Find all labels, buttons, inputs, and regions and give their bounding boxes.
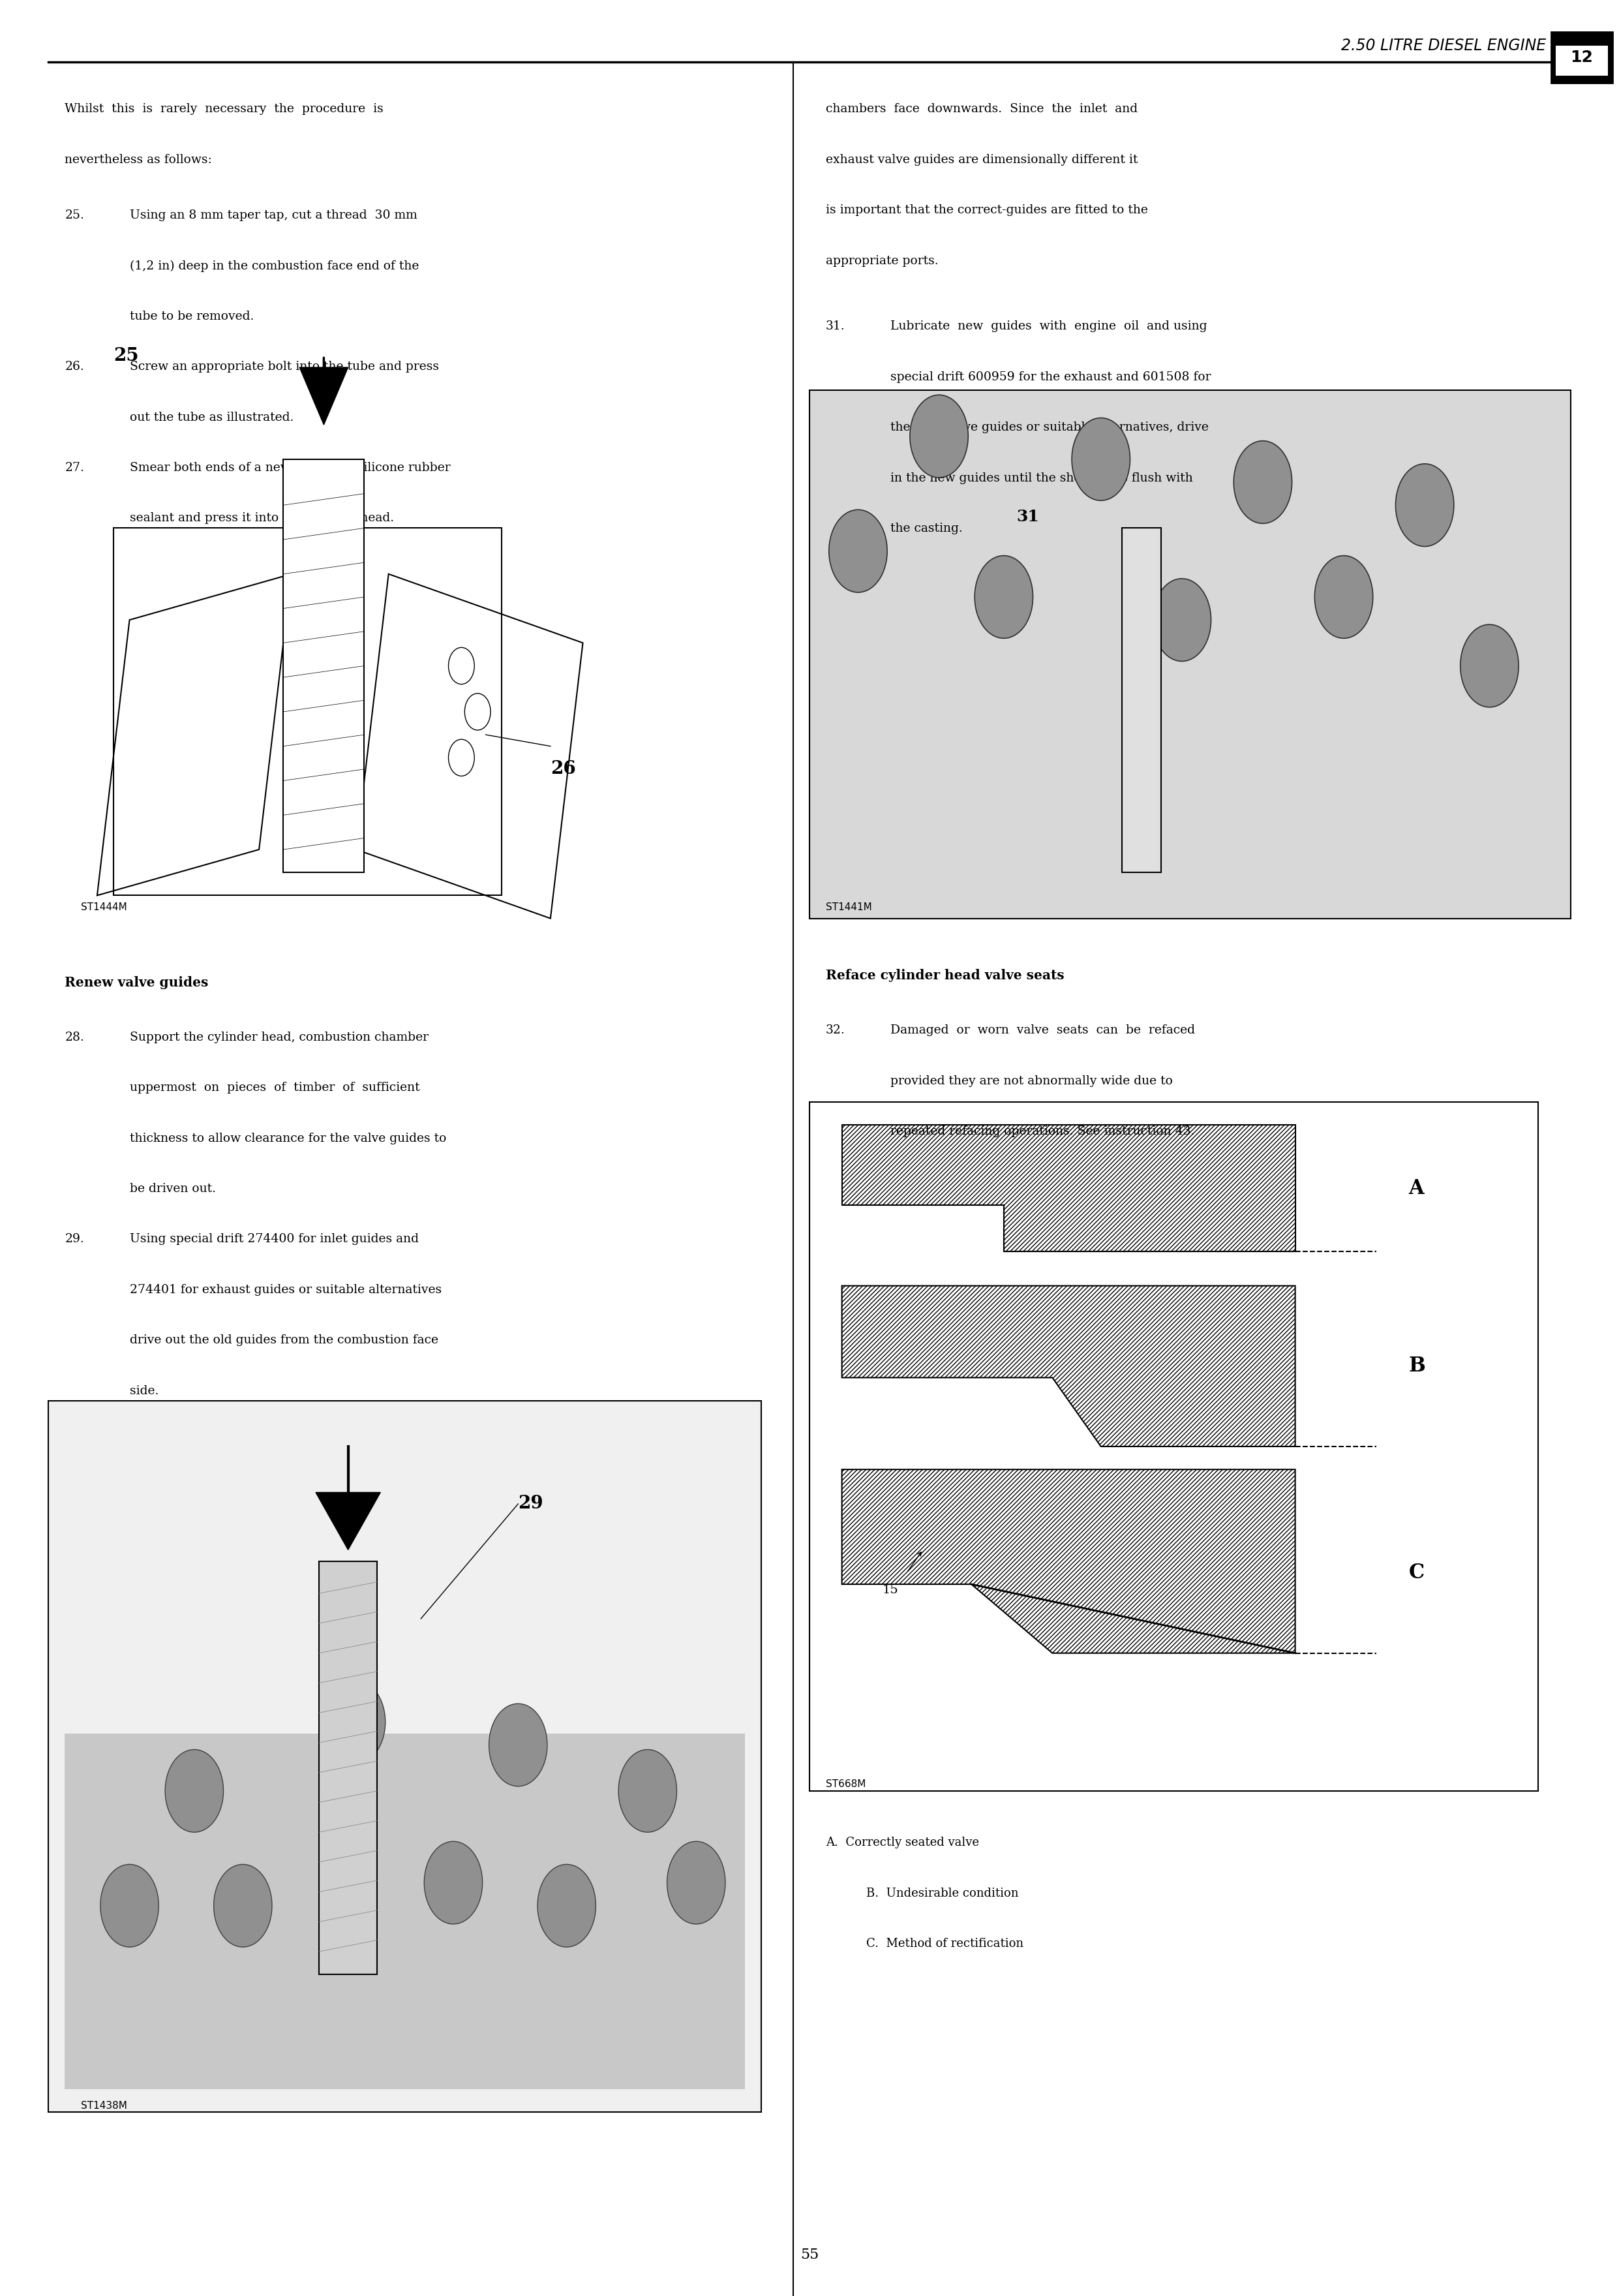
Bar: [810, 1102, 1538, 1791]
Text: uppermost  on  pieces  of  timber  of  sufficient: uppermost on pieces of timber of suffici…: [130, 1081, 419, 1093]
Text: out the tube as illustrated.: out the tube as illustrated.: [130, 411, 293, 422]
Circle shape: [489, 1704, 547, 1786]
Bar: [1122, 528, 1161, 872]
Text: Using an 8 mm taper tap, cut a thread  30 mm: Using an 8 mm taper tap, cut a thread 30…: [130, 209, 418, 220]
Bar: [49, 1401, 761, 2112]
Text: B.  Undesirable condition: B. Undesirable condition: [866, 1887, 1018, 1899]
Text: ST1438M: ST1438M: [81, 2101, 128, 2110]
Text: 25: 25: [113, 347, 139, 365]
Circle shape: [1396, 464, 1454, 546]
Text: 55: 55: [800, 2248, 819, 2262]
Circle shape: [1234, 441, 1292, 523]
Text: ST1444M: ST1444M: [81, 902, 128, 912]
Circle shape: [1072, 418, 1130, 501]
Text: 15: 15: [882, 1584, 899, 1596]
Text: be driven out.: be driven out.: [130, 1182, 215, 1194]
Text: 29: 29: [518, 1495, 544, 1513]
Bar: [319, 1561, 377, 1975]
Text: exhaust valve guides are dimensionally different it: exhaust valve guides are dimensionally d…: [826, 154, 1138, 165]
Circle shape: [667, 1841, 725, 1924]
Circle shape: [1460, 625, 1519, 707]
Polygon shape: [300, 367, 348, 425]
Circle shape: [465, 693, 491, 730]
Circle shape: [214, 1864, 272, 1947]
FancyBboxPatch shape: [1556, 46, 1608, 76]
Text: Renew valve guides: Renew valve guides: [65, 976, 209, 990]
Text: 26: 26: [550, 760, 576, 778]
Circle shape: [829, 510, 887, 592]
Circle shape: [448, 647, 474, 684]
Text: the casting.: the casting.: [890, 523, 963, 535]
FancyBboxPatch shape: [1551, 32, 1613, 83]
Text: B: B: [1409, 1357, 1425, 1375]
Text: Using special drift 274400 for inlet guides and: Using special drift 274400 for inlet gui…: [130, 1233, 418, 1244]
Text: in the new guides until the shoulder is flush with: in the new guides until the shoulder is …: [890, 473, 1193, 484]
Text: side.: side.: [130, 1384, 159, 1396]
Text: nevertheless as follows:: nevertheless as follows:: [65, 154, 212, 165]
Text: appropriate ports.: appropriate ports.: [826, 255, 939, 266]
Text: (1,2 in) deep in the combustion face end of the: (1,2 in) deep in the combustion face end…: [130, 259, 419, 271]
Text: A.  Correctly seated valve: A. Correctly seated valve: [826, 1837, 979, 1848]
Text: 28.: 28.: [65, 1031, 84, 1042]
Text: C: C: [1409, 1564, 1425, 1582]
Text: 12: 12: [1570, 51, 1593, 64]
Text: 32.: 32.: [826, 1024, 845, 1035]
Text: sealant and press it into the cylinder head.: sealant and press it into the cylinder h…: [130, 512, 393, 523]
Text: 31: 31: [1017, 510, 1039, 523]
Text: Reface cylinder head valve seats: Reface cylinder head valve seats: [826, 969, 1064, 983]
Text: thickness to allow clearance for the valve guides to: thickness to allow clearance for the val…: [130, 1132, 447, 1143]
Text: repeated refacing operations. See instruction 43.: repeated refacing operations. See instru…: [890, 1125, 1195, 1137]
Circle shape: [1153, 579, 1211, 661]
Bar: [113, 528, 502, 895]
Text: special drift 600959 for the exhaust and 601508 for: special drift 600959 for the exhaust and…: [890, 372, 1211, 383]
Circle shape: [1315, 556, 1373, 638]
Text: C.  Method of rectification: C. Method of rectification: [866, 1938, 1023, 1949]
Circle shape: [165, 1750, 223, 1832]
Text: Smear both ends of a new tube with silicone rubber: Smear both ends of a new tube with silic…: [130, 461, 450, 473]
Text: drive out the old guides from the combustion face: drive out the old guides from the combus…: [130, 1334, 439, 1345]
Text: provided they are not abnormally wide due to: provided they are not abnormally wide du…: [890, 1075, 1172, 1086]
Circle shape: [975, 556, 1033, 638]
Bar: [810, 390, 1570, 918]
Circle shape: [538, 1864, 596, 1947]
Text: the inlet valve guides or suitable alternatives, drive: the inlet valve guides or suitable alter…: [890, 422, 1209, 434]
Text: Whilst  this  is  rarely  necessary  the  procedure  is: Whilst this is rarely necessary the proc…: [65, 103, 384, 115]
Text: 274401 for exhaust guides or suitable alternatives: 274401 for exhaust guides or suitable al…: [130, 1283, 442, 1295]
Text: chambers  face  downwards.  Since  the  inlet  and: chambers face downwards. Since the inlet…: [826, 103, 1138, 115]
Circle shape: [100, 1864, 159, 1947]
Text: Damaged  or  worn  valve  seats  can  be  refaced: Damaged or worn valve seats can be refac…: [890, 1024, 1195, 1035]
Polygon shape: [316, 1492, 380, 1550]
Text: ST668M: ST668M: [826, 1779, 866, 1789]
Text: 29.: 29.: [65, 1233, 84, 1244]
Bar: [65, 1733, 745, 2089]
Circle shape: [618, 1750, 677, 1832]
Text: tube to be removed.: tube to be removed.: [130, 310, 254, 321]
Text: Support the cylinder head, combustion chamber: Support the cylinder head, combustion ch…: [130, 1031, 429, 1042]
Bar: [283, 459, 364, 872]
Circle shape: [910, 395, 968, 478]
Text: Lubricate  new  guides  with  engine  oil  and using: Lubricate new guides with engine oil and…: [890, 321, 1208, 333]
Text: ST1441M: ST1441M: [826, 902, 873, 912]
Text: Screw an appropriate bolt into the tube and press: Screw an appropriate bolt into the tube …: [130, 360, 439, 372]
Circle shape: [448, 739, 474, 776]
Text: 31.: 31.: [826, 321, 845, 333]
Circle shape: [424, 1841, 482, 1924]
Text: 25.: 25.: [65, 209, 84, 220]
Circle shape: [327, 1681, 385, 1763]
Text: 27.: 27.: [65, 461, 84, 473]
Text: A: A: [1409, 1178, 1425, 1199]
Text: 26.: 26.: [65, 360, 84, 372]
Text: 2.50 LITRE DIESEL ENGINE: 2.50 LITRE DIESEL ENGINE: [1341, 39, 1546, 53]
Text: is important that the correct-guides are fitted to the: is important that the correct-guides are…: [826, 204, 1148, 216]
